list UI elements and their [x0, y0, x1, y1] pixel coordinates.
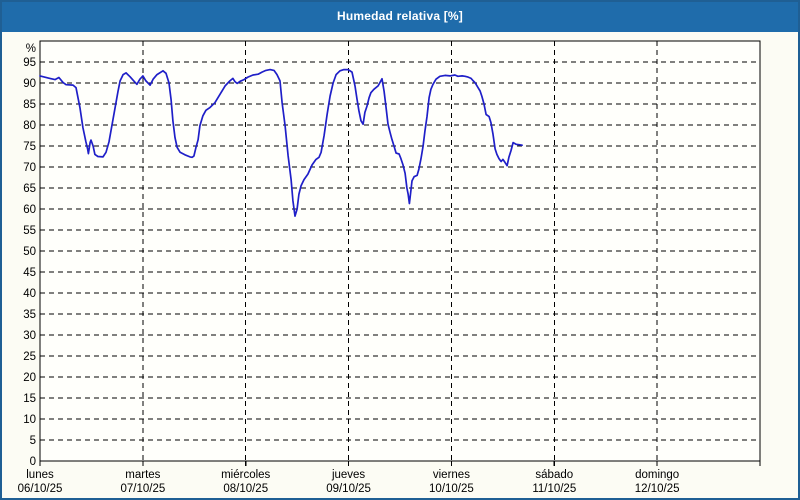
day-name-label: martes [125, 469, 160, 481]
y-axis-tick-label: 95 [23, 57, 36, 69]
y-axis-tick-label: 65 [23, 183, 36, 195]
y-axis-tick-label: 60 [23, 204, 36, 216]
day-date-label: 12/10/25 [635, 483, 680, 495]
day-name-label: sábado [535, 469, 573, 481]
day-name-label: viernes [433, 469, 470, 481]
y-axis-tick-label: 15 [23, 393, 36, 405]
y-axis-tick-label: 10 [23, 414, 36, 426]
y-axis-tick-label: 70 [23, 162, 36, 174]
y-axis-tick-label: 90 [23, 78, 36, 90]
y-axis-unit-label: % [26, 43, 36, 55]
day-date-label: 09/10/25 [326, 483, 371, 495]
day-name-label: miércoles [221, 469, 270, 481]
day-date-label: 11/10/25 [532, 483, 576, 495]
day-name-label: lunes [26, 469, 54, 481]
day-date-label: 07/10/25 [120, 483, 165, 495]
title-bar: Humedad relativa [%] [2, 2, 798, 32]
y-axis-tick-label: 30 [23, 330, 36, 342]
plot-frame [39, 40, 761, 462]
y-axis-tick-label: 25 [23, 351, 36, 363]
y-axis-tick-label: 45 [23, 267, 36, 279]
day-date-label: 06/10/25 [18, 483, 63, 495]
y-axis-tick-label: 0 [30, 456, 36, 468]
y-axis-tick-label: 50 [23, 246, 36, 258]
y-axis-tick-label: 80 [23, 120, 36, 132]
y-axis-tick-label: 5 [30, 435, 36, 447]
y-axis-tick-label: 55 [23, 225, 36, 237]
y-axis-tick-label: 20 [23, 372, 36, 384]
y-axis-tick-label: 35 [23, 309, 36, 321]
y-axis-tick-label: 85 [23, 99, 36, 111]
y-axis-tick-label: 40 [23, 288, 36, 300]
humidity-line [39, 68, 523, 217]
day-date-label: 10/10/25 [429, 483, 474, 495]
day-name-label: domingo [635, 469, 679, 481]
day-name-label: jueves [331, 469, 365, 481]
chart-title: Humedad relativa [%] [336, 9, 464, 23]
y-axis-tick-label: 75 [23, 141, 36, 153]
day-date-label: 08/10/25 [223, 483, 268, 495]
